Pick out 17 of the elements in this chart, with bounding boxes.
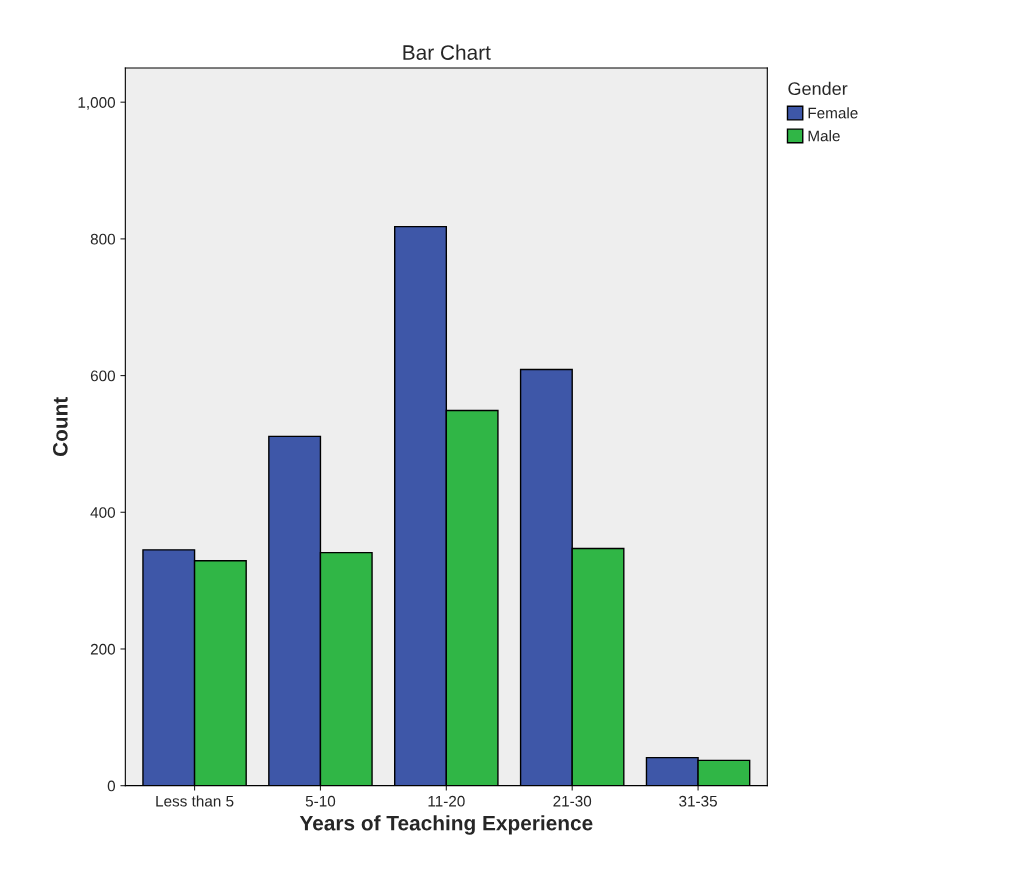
x-axis-title: Years of Teaching Experience [299, 815, 593, 835]
y-tick-label: 600 [90, 370, 116, 382]
legend-label: Female [808, 107, 858, 119]
chart-title: Bar Chart [403, 44, 491, 60]
x-tick-label: Less than 5 [156, 795, 234, 807]
y-tick-label: 200 [90, 643, 116, 655]
legend-label: Male [808, 130, 840, 142]
x-tick-label: 5-10 [305, 795, 336, 807]
y-axis-title: Count [52, 397, 68, 457]
x-tick-label: 11-20 [428, 795, 465, 807]
x-tick-label: 31-35 [679, 795, 717, 807]
y-tick-label: 800 [90, 233, 116, 245]
x-tick-label: 21-30 [553, 795, 592, 807]
y-tick-label: 0 [107, 780, 116, 792]
y-tick-label: 1,000 [78, 97, 116, 110]
legend-title: Gender [788, 81, 848, 96]
y-tick-label: 400 [90, 507, 116, 518]
